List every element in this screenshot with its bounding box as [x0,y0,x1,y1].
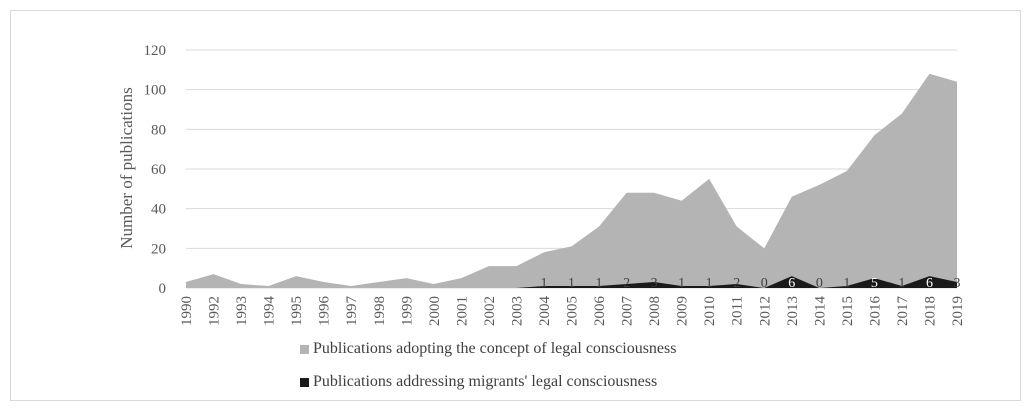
y-axis-label: Number of publications [117,87,136,248]
x-tick-label: 1993 [234,296,250,326]
legend-item-migrants: Publications addressing migrants' legal … [300,373,657,391]
x-tick-label: 1999 [399,296,415,326]
x-tick-label: 2001 [454,296,470,326]
x-tick-label: 2014 [812,296,828,327]
data-label: 2 [733,276,740,291]
legend-swatch-migrants [300,377,309,387]
x-tick-label: 1997 [344,296,360,327]
x-tick-label: 1995 [289,296,305,326]
x-tick-label: 2008 [647,296,663,326]
data-label: 0 [816,276,823,291]
y-tick-label: 40 [151,202,166,218]
data-label: 1 [678,276,685,291]
x-tick-label: 2013 [785,296,801,326]
x-tick-label: 2010 [702,296,718,326]
data-label: 3 [651,276,658,291]
x-tick-label: 2000 [427,296,443,326]
x-tick-label: 2007 [620,296,636,327]
area-series-migrants [186,276,957,288]
y-axis-ticks: 0 20 40 60 80 100 120 [144,43,167,297]
y-tick-label: 0 [159,281,167,297]
x-axis-ticks: 1990 1992 1993 1994 1995 1996 1997 1998 1999 2000… [179,296,966,327]
data-label: 6 [788,276,795,291]
x-tick-label: 2017 [895,296,911,327]
data-label: 5 [871,276,878,291]
legend-swatch-adopting [300,344,309,354]
data-label: 1 [898,276,905,291]
x-tick-label: 2016 [867,296,883,327]
y-tick-label: 80 [151,122,166,138]
legend-label-migrants: Publications addressing migrants' legal … [313,373,658,390]
y-tick-label: 20 [151,241,166,257]
data-label: 1 [540,276,547,291]
data-label: 1 [706,276,713,291]
x-tick-label: 2015 [840,296,856,326]
data-label: 2 [623,276,630,291]
y-tick-label: 100 [144,83,167,99]
x-tick-label: 2005 [565,296,581,326]
data-label: 1 [843,276,850,291]
area-series-adopting [186,73,957,288]
legend-label-adopting: Publications adopting the concept of leg… [313,340,677,357]
x-tick-label: 1990 [179,296,195,326]
data-label: 1 [596,276,603,291]
x-tick-label: 1994 [262,296,278,327]
x-tick-label: 2012 [757,296,773,326]
x-tick-label: 1996 [317,296,333,327]
data-labels: 1 1 1 2 3 1 1 2 0 6 0 1 5 1 6 3 [540,276,960,291]
x-tick-label: 2018 [922,296,938,326]
data-label: 1 [568,276,575,291]
legend-item-adopting: Publications adopting the concept of leg… [300,340,676,358]
y-tick-label: 120 [144,43,167,59]
x-tick-label: 2004 [537,296,553,327]
x-tick-label: 2003 [509,296,525,326]
y-tick-label: 60 [151,162,166,178]
x-tick-label: 2009 [675,296,691,326]
area-series [186,73,957,288]
data-label: 3 [954,276,961,291]
x-tick-label: 1992 [207,296,223,326]
x-tick-label: 2006 [592,296,608,327]
data-label: 6 [926,276,933,291]
data-label: 0 [761,276,768,291]
x-tick-label: 1998 [372,296,388,326]
x-tick-label: 2019 [950,296,966,326]
x-tick-label: 2011 [730,296,746,325]
x-tick-label: 2002 [482,296,498,326]
